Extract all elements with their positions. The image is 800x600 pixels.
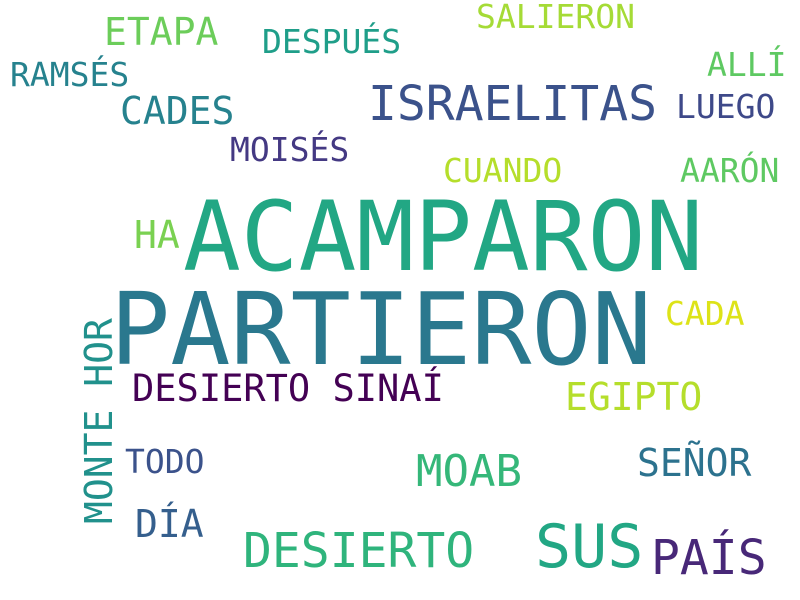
word-despues: DESPUÉS [262,22,402,61]
word-cades: CADES [120,89,235,133]
word-sus: SUS [535,512,644,582]
word-salieron: SALIERON [476,0,635,36]
word-ha: HA [134,213,180,257]
word-moab: MOAB [416,446,522,497]
word-cada: CADA [665,294,745,333]
word-moises: MOISÉS [230,130,350,169]
word-israelitas: ISRAELITAS [368,76,657,132]
word-desierto-sinai: DESIERTO SINAÍ [132,367,444,410]
word-todo: TODO [125,442,205,481]
word-acamparon: ACAMPARON [183,181,704,293]
word-etapa: ETAPA [104,10,219,54]
word-senor: SEÑOR [637,441,752,485]
word-pais: PAÍS [651,530,767,586]
word-ramses: RAMSÉS [10,55,130,94]
word-egipto: EGIPTO [565,375,703,419]
word-alli: ALLÍ [707,45,787,84]
word-dia: DÍA [135,502,204,546]
word-monte-hor: MONTE HOR [77,318,121,524]
word-aaron: AARÓN [680,151,780,190]
word-desierto: DESIERTO [243,523,475,579]
word-partieron: PARTIERON [110,271,652,388]
word-cuando: CUANDO [443,151,563,190]
word-luego: LUEGO [676,87,776,126]
